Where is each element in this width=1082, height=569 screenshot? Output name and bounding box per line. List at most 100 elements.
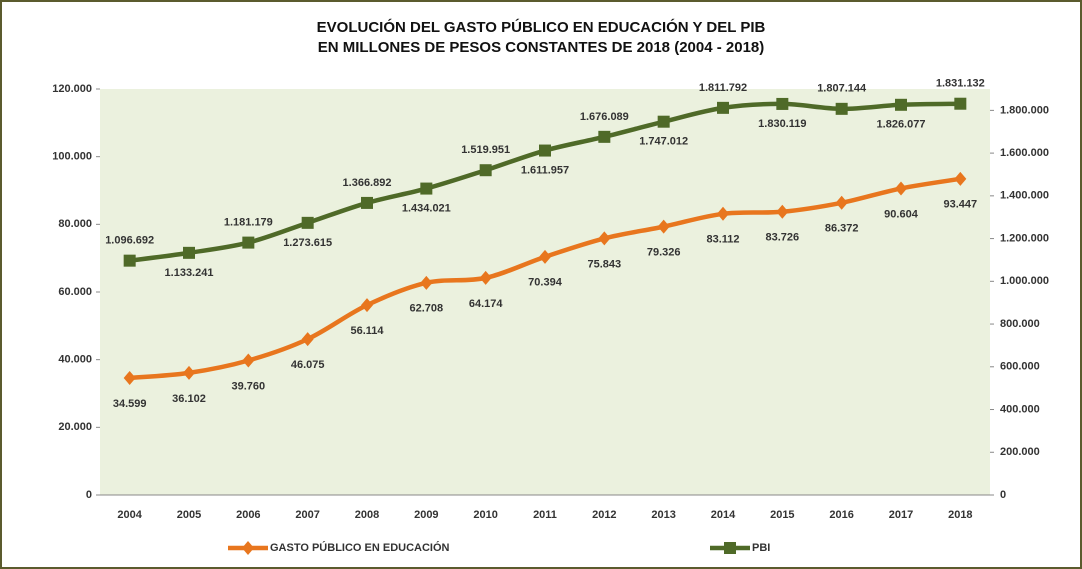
y2-tick-label: 600.000	[1000, 361, 1040, 373]
y-tick-label: 80.000	[58, 218, 92, 230]
x-tick-label: 2005	[177, 509, 201, 521]
marker	[479, 164, 492, 177]
x-tick-label: 2009	[414, 509, 438, 521]
x-tick-label: 2006	[236, 509, 260, 521]
data-label: 1.831.132	[936, 78, 985, 90]
x-tick-label: 2015	[770, 509, 794, 521]
data-label: 90.604	[884, 208, 919, 220]
marker	[301, 216, 314, 229]
y2-tick-label: 1.000.000	[1000, 275, 1049, 287]
x-tick-label: 2018	[948, 509, 972, 521]
marker	[183, 246, 195, 259]
data-label: 75.843	[588, 258, 622, 270]
marker	[242, 353, 255, 368]
y-tick-label: 120.000	[52, 83, 92, 95]
y-tick-label: 40.000	[58, 354, 92, 366]
marker	[123, 370, 136, 385]
x-tick-label: 2012	[592, 509, 616, 521]
marker	[420, 182, 433, 195]
x-tick-label: 2011	[533, 509, 557, 521]
y-tick-label: 20.000	[58, 421, 92, 433]
data-label: 1.181.179	[224, 217, 273, 229]
y2-tick-label: 800.000	[1000, 318, 1040, 330]
data-label: 1.811.792	[699, 82, 747, 94]
legend-label: PBI	[752, 542, 770, 554]
legend-marker	[242, 541, 254, 555]
y-tick-label: 100.000	[52, 151, 92, 163]
data-label: 46.075	[291, 359, 325, 371]
y-tick-label: 60.000	[58, 286, 92, 298]
y2-tick-label: 1.800.000	[1000, 104, 1049, 116]
marker	[420, 275, 433, 290]
y2-tick-label: 1.600.000	[1000, 147, 1049, 159]
data-label: 1.133.241	[165, 267, 214, 279]
marker	[657, 115, 670, 128]
data-label: 1.366.892	[343, 177, 392, 189]
data-label: 70.394	[528, 277, 563, 289]
marker	[717, 206, 729, 221]
marker	[479, 270, 492, 285]
marker	[954, 171, 967, 186]
marker	[301, 332, 314, 347]
y2-tick-label: 200.000	[1000, 446, 1040, 458]
x-tick-label: 2017	[889, 509, 913, 521]
marker	[242, 236, 255, 249]
marker	[598, 231, 611, 246]
marker	[954, 97, 967, 110]
y-tick-label: 0	[86, 489, 92, 501]
data-label: 1.096.692	[105, 235, 154, 247]
y2-tick-label: 1.400.000	[1000, 190, 1049, 202]
data-label: 1.434.021	[402, 202, 451, 214]
x-tick-label: 2010	[473, 509, 497, 521]
marker	[361, 298, 373, 313]
data-label: 79.326	[647, 247, 681, 259]
data-label: 39.760	[232, 380, 266, 392]
data-label: 86.372	[825, 223, 859, 235]
data-label: 1.676.089	[580, 111, 629, 123]
x-tick-label: 2004	[117, 509, 142, 521]
legend-label: GASTO PÚBLICO EN EDUCACIÓN	[270, 541, 450, 554]
x-tick-label: 2016	[829, 509, 853, 521]
marker	[183, 365, 195, 380]
y2-tick-label: 1.200.000	[1000, 232, 1049, 244]
x-tick-label: 2013	[651, 509, 675, 521]
data-label: 62.708	[410, 303, 444, 315]
plot-area	[100, 89, 990, 495]
marker	[539, 144, 551, 157]
marker	[895, 98, 907, 111]
marker	[835, 102, 848, 115]
data-label: 1.830.119	[758, 118, 806, 130]
x-tick-label: 2014	[711, 509, 736, 521]
marker	[717, 101, 729, 114]
data-label: 1.807.144	[817, 83, 867, 95]
data-label: 83.112	[706, 234, 739, 246]
data-label: 36.102	[172, 393, 206, 405]
y2-tick-label: 400.000	[1000, 403, 1040, 415]
marker	[835, 195, 848, 210]
marker	[598, 130, 611, 143]
marker	[776, 204, 789, 219]
marker	[657, 219, 670, 234]
data-label: 34.599	[113, 398, 147, 410]
data-label: 83.726	[766, 232, 800, 244]
data-label: 1.519.951	[461, 144, 510, 156]
data-label: 1.747.012	[639, 136, 688, 148]
legend-marker	[724, 542, 736, 554]
marker	[539, 249, 551, 264]
data-label: 1.273.615	[283, 237, 332, 249]
x-tick-label: 2008	[355, 509, 379, 521]
marker	[776, 97, 789, 110]
data-label: 56.114	[350, 325, 384, 337]
marker	[123, 254, 136, 267]
data-label: 64.174	[469, 298, 504, 310]
data-label: 93.447	[944, 199, 978, 211]
marker	[895, 181, 907, 196]
y2-tick-label: 0	[1000, 489, 1006, 501]
chart-title: EN MILLONES DE PESOS CONSTANTES DE 2018 …	[318, 39, 765, 56]
data-label: 1.826.077	[877, 119, 926, 131]
chart-title: EVOLUCIÓN DEL GASTO PÚBLICO EN EDUCACIÓN…	[317, 18, 766, 36]
data-label: 1.611.957	[521, 164, 569, 176]
marker	[361, 196, 373, 209]
x-tick-label: 2007	[295, 509, 319, 521]
